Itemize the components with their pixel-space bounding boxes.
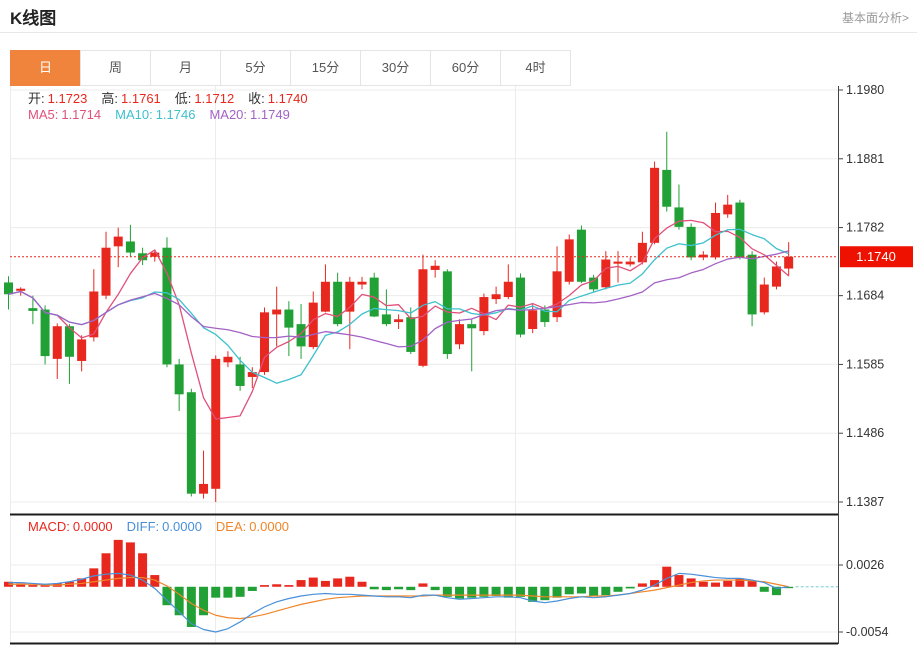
ma10-value: 1.1746	[155, 107, 196, 122]
tab-30分[interactable]: 30分	[360, 50, 431, 86]
ma-readout: MA5: 1.1714 MA10: 1.1746 MA20: 1.1749	[28, 107, 304, 122]
svg-text:-0.0054: -0.0054	[846, 625, 888, 639]
macd-label: MACD:	[28, 519, 70, 534]
page-title: K线图	[10, 9, 57, 28]
interval-tabbar: 日周月 5分 15分 30分 60分 4时	[10, 50, 571, 86]
last-price-tag: 1.1740	[856, 249, 896, 264]
tab-周[interactable]: 周	[80, 50, 151, 86]
macd-value: 0.0000	[72, 519, 113, 534]
svg-text:1.1782: 1.1782	[846, 221, 884, 235]
fundamental-analysis-link[interactable]: 基本面分析>	[841, 11, 909, 25]
high-label: 高:	[101, 91, 119, 106]
ohlc-readout: 开: 1.1723 高: 1.1761 低: 1.1712 收: 1.1740	[28, 88, 322, 107]
svg-text:1.1684: 1.1684	[846, 289, 884, 303]
open-label: 开:	[28, 91, 45, 106]
ma5-label: MA5:	[28, 107, 59, 122]
ma20-value: 1.1749	[250, 107, 290, 122]
low-value: 1.1712	[194, 91, 235, 106]
tab-4时[interactable]: 4时	[500, 50, 571, 86]
svg-text:1.1486: 1.1486	[846, 426, 884, 440]
ma10-label: MA10:	[115, 107, 153, 122]
close-value: 1.1740	[267, 91, 308, 106]
svg-text:1.1585: 1.1585	[846, 357, 884, 371]
diff-value: 0.0000	[162, 519, 202, 534]
ma20-label: MA20:	[209, 107, 248, 122]
macd-readout: MACD: 0.0000 DIFF: 0.0000 DEA: 0.0000	[28, 519, 303, 534]
tab-5分[interactable]: 5分	[220, 50, 291, 86]
tab-月[interactable]: 月	[150, 50, 221, 86]
low-label: 低:	[174, 91, 192, 106]
tab-15分[interactable]: 15分	[290, 50, 361, 86]
diff-label: DIFF:	[126, 519, 160, 534]
svg-text:0.0026: 0.0026	[846, 558, 884, 572]
svg-text:1.1881: 1.1881	[846, 152, 884, 166]
open-value: 1.1723	[47, 91, 88, 106]
high-value: 1.1761	[121, 91, 161, 106]
dea-label: DEA:	[215, 519, 247, 534]
tab-日[interactable]: 日	[10, 50, 81, 86]
dea-value: 0.0000	[249, 519, 290, 534]
ma5-value: 1.1714	[61, 107, 102, 122]
tab-60分[interactable]: 60分	[430, 50, 501, 86]
svg-text:1.1387: 1.1387	[846, 495, 884, 509]
header-divider	[0, 32, 917, 33]
close-label: 收:	[248, 91, 265, 106]
svg-text:1.1980: 1.1980	[846, 83, 884, 97]
